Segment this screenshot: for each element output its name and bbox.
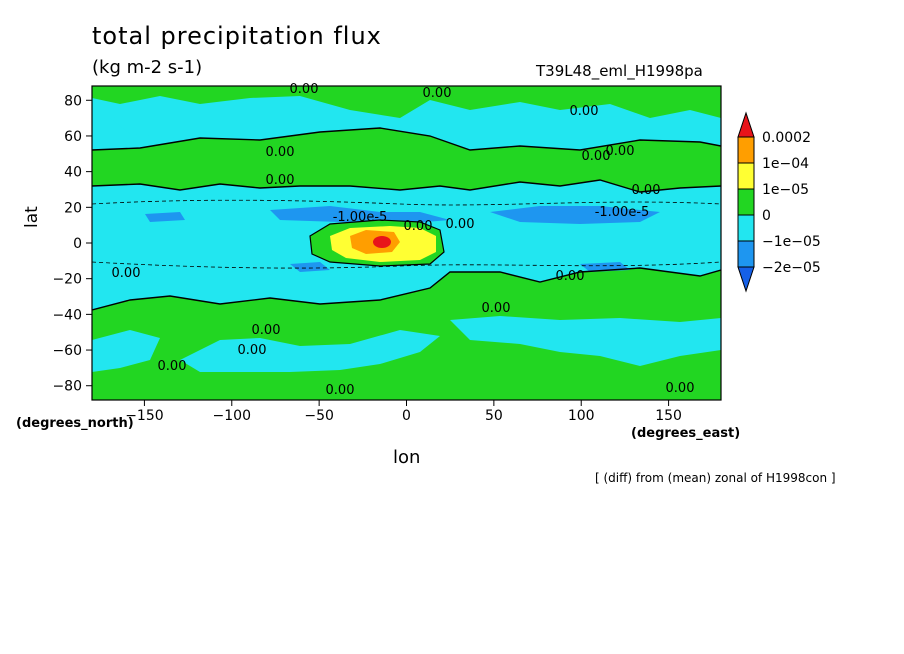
x-tick-label: −100 (213, 408, 251, 424)
contour-label: 0.00 (632, 183, 661, 198)
contour-label: -1.00e-5 (333, 210, 388, 225)
colorbar-label: 0.0002 (762, 130, 811, 146)
contour-label: -1.00e-5 (595, 205, 650, 220)
contour-dashed-n (92, 199, 721, 206)
max-red (373, 236, 391, 248)
y-tick-label: 40 (64, 165, 82, 181)
region-south-negative-2 (450, 316, 721, 366)
contour-label: 0.00 (266, 173, 295, 188)
region-north-positive (92, 86, 721, 118)
colorbar-label: −2e−05 (762, 260, 821, 276)
y-tick-label: 20 (64, 200, 82, 216)
contour-label: 0.00 (266, 145, 295, 160)
contour-dashed-s (92, 261, 721, 269)
x-tick-label: −150 (125, 408, 163, 424)
contour-labels: 0.00 0.000.000.00 0.000.000.00-1.00e-50.00… (112, 82, 695, 398)
y-tick-label: 80 (64, 93, 82, 109)
contour-label: 0.00 (482, 301, 511, 316)
x-tick-label: 150 (655, 408, 682, 424)
region-south-negative-3 (92, 330, 160, 372)
contour-label: 0.00 (666, 381, 695, 396)
y-tick-label: −80 (52, 379, 82, 395)
x-tick-label: 0 (402, 408, 411, 424)
contour-label: 0.00 (556, 269, 585, 284)
contour-zero-3 (92, 267, 721, 311)
colorbar-box (737, 136, 755, 164)
x-tick-label: −50 (304, 408, 334, 424)
colorbar-top-arrow (737, 111, 755, 138)
y-tick-label: 60 (64, 129, 82, 145)
contour-label: 0.00 (238, 343, 267, 358)
y-axis-ticks: −80 −60 −40 −20 0 20 40 60 80 (52, 93, 92, 395)
colorbar-bottom-arrow (737, 266, 755, 293)
units-label: (kg m-2 s-1) (92, 57, 203, 78)
y-unit-caption: (degrees_north) (16, 416, 134, 431)
colorbar-label: 1e−04 (762, 156, 809, 172)
contour-label: 0.00 (404, 219, 433, 234)
y-tick-label: −60 (52, 343, 82, 359)
y-tick-label: 0 (73, 236, 82, 252)
contour-label: 0.00 (582, 149, 611, 164)
contour-label: 0.00 (606, 144, 635, 159)
trough-south-1 (290, 262, 330, 272)
x-tick-label: 50 (485, 408, 503, 424)
contour-zero-2 (92, 179, 721, 193)
footnote: [ (diff) from (mean) zonal of H1998con ] (595, 471, 836, 485)
run-id-label: T39L48_eml_H1998pa (536, 62, 703, 80)
region-south-negative-1 (180, 330, 440, 372)
y-tick-label: −40 (52, 307, 82, 323)
contour-label: 0.00 (570, 104, 599, 119)
colorbar-label: −1e−05 (762, 234, 821, 250)
colorbar-box (737, 162, 755, 190)
contour-label: 0.00 (112, 266, 141, 281)
colorbar-box (737, 214, 755, 242)
trough-west (145, 212, 185, 222)
y-tick-label: −20 (52, 272, 82, 288)
colorbar-box (737, 240, 755, 268)
contour-label: 0.00 (446, 217, 475, 232)
region-midlat-positive (92, 128, 721, 192)
contour-zero-1 (92, 127, 721, 151)
chart-title: total precipitation flux (92, 22, 382, 50)
x-unit-caption: (degrees_east) (631, 426, 741, 441)
trough-east (490, 206, 660, 224)
x-axis-ticks: −150 −100 −50 0 50 100 150 (125, 400, 682, 424)
contour-label: 0.00 (326, 383, 355, 398)
colorbar-box (737, 188, 755, 216)
contour-label: 0.00 (252, 323, 281, 338)
region-north-negative-1 (110, 112, 260, 138)
colorbar-label: 0 (762, 208, 771, 224)
contour-label: 0.00 (290, 82, 319, 97)
x-tick-label: 100 (568, 408, 595, 424)
contour-label: 0.00 (158, 359, 187, 374)
colorbar: 0.0002 1e−04 1e−05 0 −1e−05 −2e−05 (737, 111, 821, 293)
trough-center (270, 206, 450, 224)
contour-zero-4 (309, 219, 445, 267)
contour-fill (92, 86, 721, 400)
x-axis-label: lon (393, 447, 421, 468)
contour-label: 0.00 (423, 86, 452, 101)
colorbar-label: 1e−05 (762, 182, 809, 198)
